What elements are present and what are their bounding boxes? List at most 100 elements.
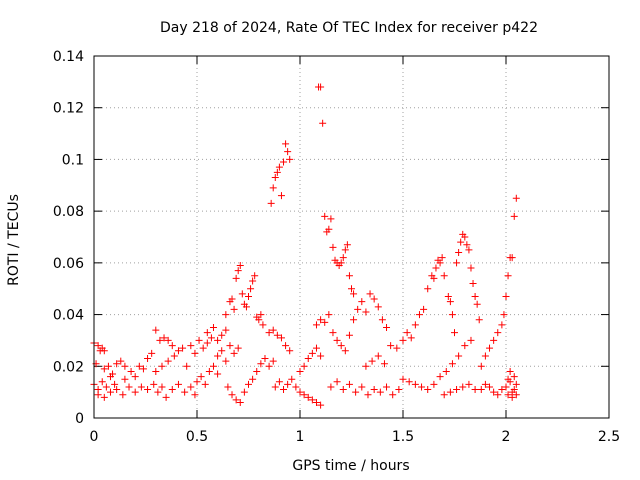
data-point	[366, 290, 374, 298]
data-point	[333, 378, 341, 386]
data-point	[236, 261, 244, 269]
y-axis-label: ROTI / TECUs	[6, 194, 22, 286]
x-tick-label: 2.5	[598, 429, 620, 445]
data-point	[362, 362, 370, 370]
data-point	[187, 342, 195, 350]
data-point	[214, 352, 222, 360]
data-point	[481, 352, 489, 360]
data-point	[339, 254, 347, 262]
data-point	[448, 360, 456, 368]
data-point	[238, 290, 246, 298]
data-point	[195, 336, 203, 344]
data-point	[350, 316, 358, 324]
y-tick-label: 0.02	[53, 359, 84, 375]
data-point	[350, 290, 358, 298]
data-point	[333, 336, 341, 344]
y-tick-label: 0.04	[53, 308, 84, 324]
data-point	[234, 267, 242, 275]
data-point	[257, 311, 265, 319]
data-point	[304, 393, 312, 401]
data-point	[271, 383, 279, 391]
data-point	[368, 357, 376, 365]
data-point	[183, 362, 191, 370]
data-point	[232, 274, 240, 282]
data-point	[253, 367, 261, 375]
data-point	[444, 292, 452, 300]
data-point	[383, 383, 391, 391]
data-point	[498, 321, 506, 329]
data-point	[168, 342, 176, 350]
grid-lines	[94, 56, 609, 418]
data-point	[317, 401, 325, 409]
data-point	[286, 347, 294, 355]
data-point	[300, 362, 308, 370]
data-point	[486, 344, 494, 352]
data-point	[463, 241, 471, 249]
data-point	[277, 192, 285, 200]
data-point	[403, 329, 411, 337]
data-point	[127, 367, 135, 375]
data-point	[247, 285, 255, 293]
y-tick-label: 0	[75, 411, 84, 427]
data-point	[502, 383, 510, 391]
data-point	[508, 393, 516, 401]
data-point	[411, 380, 419, 388]
data-point	[453, 259, 461, 267]
data-point	[104, 362, 112, 370]
data-point	[424, 386, 432, 394]
data-point	[440, 391, 448, 399]
data-point	[269, 326, 277, 334]
data-point	[457, 238, 465, 246]
data-points	[90, 83, 520, 409]
data-point	[486, 383, 494, 391]
data-point	[494, 391, 502, 399]
data-point	[199, 344, 207, 352]
data-point	[296, 388, 304, 396]
data-point	[341, 246, 349, 254]
data-point	[465, 380, 473, 388]
data-point	[265, 329, 273, 337]
data-point	[337, 342, 345, 350]
data-point	[455, 352, 463, 360]
plot-frame	[93, 55, 610, 419]
data-point	[100, 393, 108, 401]
data-point	[187, 383, 195, 391]
data-point	[137, 383, 145, 391]
data-point	[152, 326, 160, 334]
data-point	[222, 311, 230, 319]
data-point	[506, 367, 514, 375]
data-point	[273, 168, 281, 176]
data-point	[296, 367, 304, 375]
data-point	[399, 336, 407, 344]
data-point	[125, 383, 133, 391]
data-point	[117, 357, 125, 365]
data-point	[228, 295, 236, 303]
data-point	[174, 380, 182, 388]
data-point	[111, 380, 119, 388]
data-point	[469, 280, 477, 288]
data-point	[339, 386, 347, 394]
data-point	[106, 388, 114, 396]
data-point	[325, 225, 333, 233]
data-point	[201, 380, 209, 388]
data-point	[131, 388, 139, 396]
data-point	[162, 393, 170, 401]
data-point	[446, 298, 454, 306]
data-point	[436, 373, 444, 381]
data-point	[337, 259, 345, 267]
data-point	[317, 352, 325, 360]
data-point	[494, 329, 502, 337]
data-point	[245, 292, 252, 300]
data-point	[446, 388, 454, 396]
x-tick-label: 2	[502, 429, 511, 445]
data-point	[327, 215, 335, 223]
data-point	[102, 383, 110, 391]
data-point	[448, 311, 456, 319]
data-point	[459, 383, 467, 391]
data-point	[277, 334, 285, 342]
data-point	[358, 383, 366, 391]
data-point	[249, 375, 257, 383]
data-point	[193, 378, 201, 386]
data-point	[504, 391, 512, 399]
data-point	[181, 388, 189, 396]
